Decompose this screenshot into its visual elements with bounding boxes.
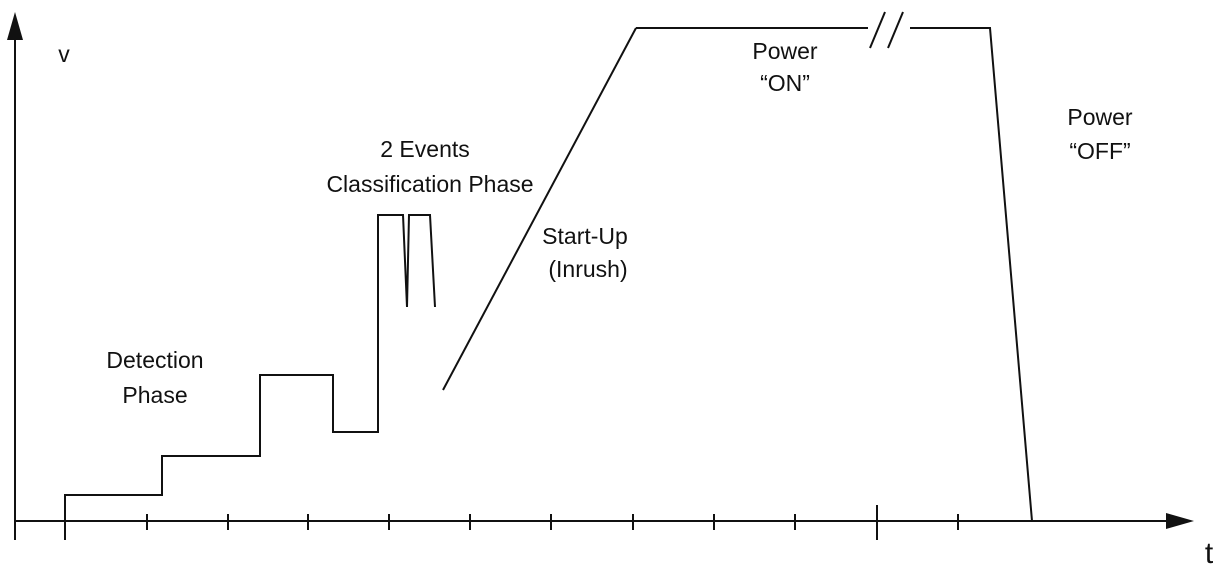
- break-mark: [869, 11, 886, 49]
- label-line: Detection: [106, 347, 203, 373]
- label-line: Power: [1067, 104, 1133, 130]
- break-mark: [887, 11, 904, 49]
- label-line: “OFF”: [1069, 138, 1130, 164]
- label-line: Classification Phase: [326, 171, 533, 197]
- x-ticks: [64, 505, 959, 540]
- label-line: 2 Events: [380, 136, 470, 162]
- y-axis-arrow: [7, 12, 23, 40]
- waveform-detection: [15, 214, 436, 522]
- waveform-power-off: [910, 27, 1130, 522]
- label-line: Power: [752, 38, 818, 64]
- label-line: Phase: [122, 382, 187, 408]
- x-axis-label: t: [1205, 537, 1214, 565]
- label-line: (Inrush): [548, 256, 627, 282]
- label-line: Start-Up: [542, 223, 628, 249]
- y-axis-label: v: [58, 41, 70, 67]
- label-line: “ON”: [760, 70, 810, 96]
- x-axis-arrow: [1166, 513, 1194, 529]
- waveform-startup: [442, 27, 637, 391]
